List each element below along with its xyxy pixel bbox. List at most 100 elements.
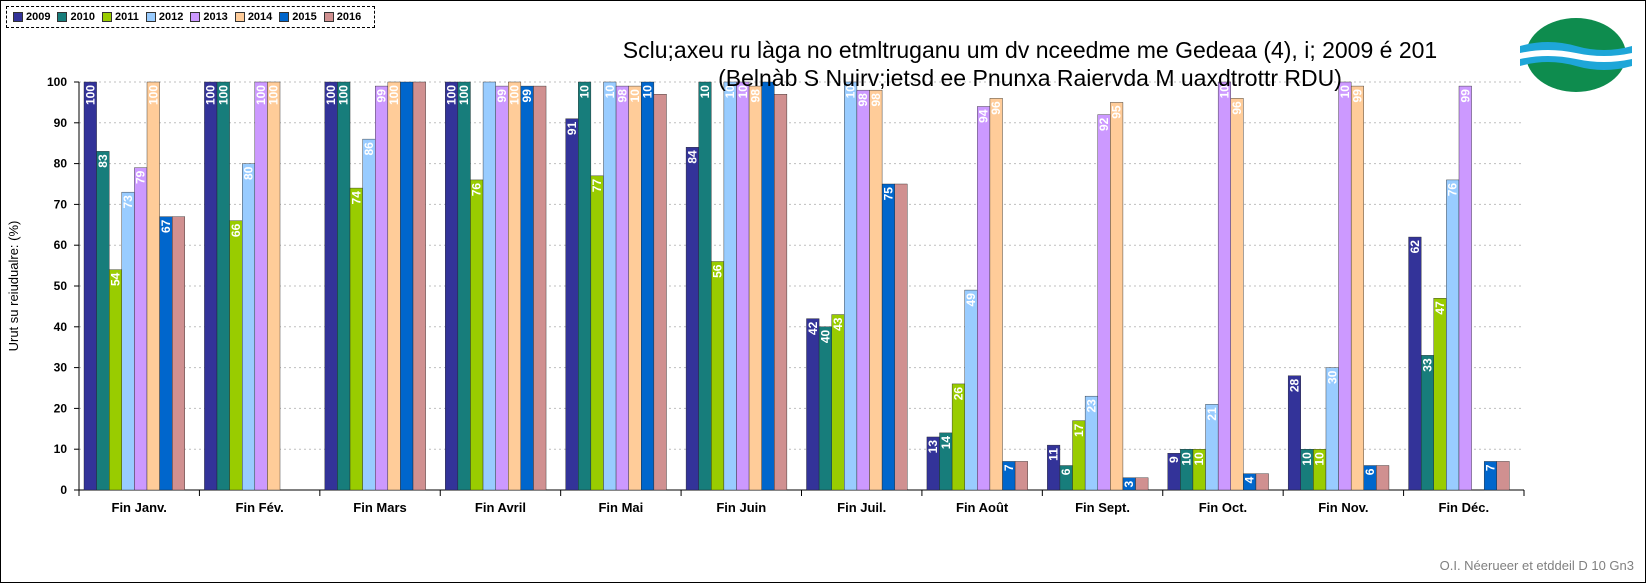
data-label: 62 <box>1408 240 1422 254</box>
data-label: 99 <box>495 89 509 103</box>
bar <box>375 85 389 491</box>
legend: 2009 2010 2011 2012 2013 2014 2015 2016 <box>6 6 376 28</box>
data-label: 99 <box>1350 89 1364 103</box>
data-label: 10 <box>628 89 642 103</box>
bar <box>761 81 775 491</box>
data-label: 74 <box>349 191 363 205</box>
bar <box>964 289 978 491</box>
data-label: 10 <box>1192 452 1206 466</box>
data-label: 11 <box>1047 448 1061 461</box>
data-label: 10 <box>1300 452 1314 466</box>
data-label: 83 <box>96 154 110 168</box>
data-label: 99 <box>1458 89 1472 103</box>
bar <box>989 98 1003 491</box>
x-tick-label: Fin Mai <box>598 500 643 515</box>
data-label: 91 <box>565 121 579 135</box>
legend-item: 2015 <box>279 11 317 23</box>
legend-swatch <box>57 12 68 22</box>
legend-item: 2009 <box>13 11 50 23</box>
data-label: 6 <box>1059 468 1073 475</box>
data-label: 100 <box>445 85 459 105</box>
data-label: 75 <box>881 187 895 201</box>
data-label: 10 <box>736 85 750 99</box>
bar <box>1097 114 1111 491</box>
bar <box>1255 473 1269 491</box>
bar <box>628 85 642 491</box>
legend-label: 2011 <box>114 11 139 23</box>
bar <box>736 81 750 491</box>
bar <box>83 81 97 491</box>
data-label: 33 <box>1420 358 1434 372</box>
bar <box>685 147 699 491</box>
data-label: 100 <box>387 85 401 105</box>
data-label: 7 <box>1002 464 1016 471</box>
bar <box>171 216 185 491</box>
bar <box>641 81 655 491</box>
bar <box>1376 465 1390 491</box>
data-label: 100 <box>204 85 218 105</box>
bar <box>400 81 414 491</box>
data-label: 26 <box>951 387 965 401</box>
bar <box>844 81 858 491</box>
legend-swatch <box>145 12 156 22</box>
data-label: 96 <box>989 101 1003 115</box>
y-tick-label: 80 <box>54 157 68 171</box>
bar <box>254 81 268 491</box>
data-label: 80 <box>242 166 256 180</box>
bar <box>482 81 496 491</box>
data-label: 98 <box>748 89 762 103</box>
data-label: 42 <box>806 321 820 335</box>
data-label: 95 <box>1110 105 1124 119</box>
bar <box>723 81 737 491</box>
data-label: 73 <box>121 195 135 209</box>
x-tick-label: Fin Déc. <box>1439 500 1490 515</box>
legend-label: 2013 <box>203 11 228 23</box>
bar <box>856 89 870 491</box>
bar <box>977 106 991 491</box>
data-label: 4 <box>1243 476 1257 483</box>
bar <box>1496 461 1510 491</box>
data-label: 10 <box>578 85 592 99</box>
data-label: 66 <box>229 223 243 237</box>
bar <box>242 163 256 491</box>
chart-subtitle: (Belnàb S Nuirv;ietsd ee Pnunxa Raiervda… <box>718 65 1342 91</box>
legend-swatch <box>279 12 290 22</box>
bar <box>869 89 883 491</box>
bar <box>204 81 218 491</box>
bar <box>457 81 471 491</box>
x-tick-label: Fin Juil. <box>837 500 886 515</box>
data-label: 100 <box>254 85 268 105</box>
data-label: 96 <box>1230 101 1244 115</box>
bar <box>1408 236 1422 491</box>
bar <box>1287 375 1301 491</box>
data-label: 56 <box>711 264 725 278</box>
data-label: 10 <box>844 85 858 99</box>
data-label: 98 <box>615 89 629 103</box>
legend-swatch <box>190 12 201 22</box>
legend-swatch <box>13 12 23 22</box>
data-label: 7 <box>1483 464 1497 471</box>
data-label: 92 <box>1097 117 1111 131</box>
bar <box>565 118 579 491</box>
y-tick-label: 50 <box>54 279 68 293</box>
bar <box>1110 102 1124 491</box>
bar <box>520 85 534 491</box>
data-label: 13 <box>926 440 940 454</box>
bar <box>445 81 459 491</box>
data-label: 77 <box>590 179 604 193</box>
data-label: 14 <box>939 436 953 450</box>
bar <box>387 81 401 491</box>
legend-item: 2010 <box>57 11 95 23</box>
data-label: 100 <box>457 85 471 105</box>
data-label: 84 <box>685 150 699 164</box>
legend-label: 2010 <box>70 11 95 23</box>
data-label: 86 <box>362 142 376 156</box>
legend-label: 2014 <box>247 11 273 23</box>
bar <box>615 85 629 491</box>
legend-label: 2009 <box>26 11 51 23</box>
bar <box>96 151 110 491</box>
legend-item: 2013 <box>190 11 228 23</box>
x-tick-label: Fin Mars <box>353 500 406 515</box>
bar <box>1433 298 1447 491</box>
